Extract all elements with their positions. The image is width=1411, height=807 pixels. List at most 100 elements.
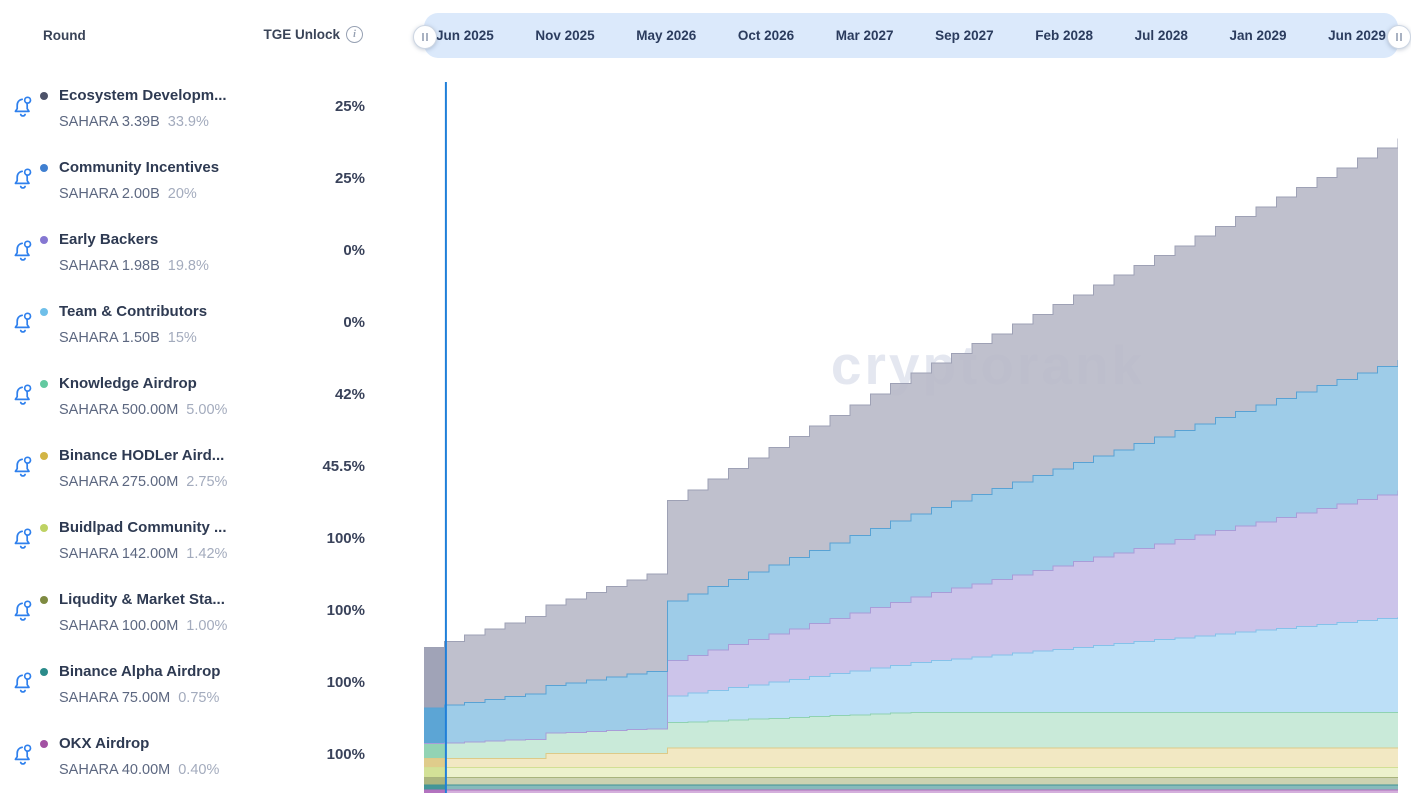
round-name: Liqudity & Market Sta... <box>59 591 225 608</box>
round-allocation: SAHARA 40.00M 0.40% <box>59 762 219 778</box>
area-liquidity-market[interactable] <box>424 777 1398 785</box>
round-title: Liqudity & Market Sta... <box>40 591 225 608</box>
notification-bell-icon <box>14 600 32 621</box>
notification-bell-icon <box>14 528 32 549</box>
round-amount: SAHARA 3.39B <box>59 114 160 130</box>
round-name: Ecosystem Developm... <box>59 87 227 104</box>
area-binance-alpha[interactable] <box>424 784 1398 791</box>
round-row[interactable]: Team & Contributors SAHARA 1.50B 15% 0% <box>0 300 420 372</box>
timeline-tick-label: Feb 2028 <box>1035 28 1094 43</box>
round-supply-percent: 20% <box>167 186 197 202</box>
round-amount: SAHARA 1.98B <box>59 258 160 274</box>
notification-bell-button[interactable] <box>12 743 34 767</box>
round-allocation: SAHARA 1.98B 19.8% <box>59 258 209 274</box>
round-color-dot <box>40 739 48 748</box>
notification-bell-icon <box>14 168 32 189</box>
notification-bell-icon <box>14 312 32 333</box>
round-amount: SAHARA 275.00M <box>59 474 179 490</box>
round-color-dot <box>40 379 48 388</box>
tge-unlock-value: 100% <box>326 602 365 619</box>
notification-bell-icon <box>14 384 32 405</box>
unlock-chart[interactable]: cryptorank <box>424 80 1398 793</box>
round-supply-percent: 15% <box>167 330 197 346</box>
round-name: Knowledge Airdrop <box>59 375 197 392</box>
round-row[interactable]: Liqudity & Market Sta... SAHARA 100.00M 1.… <box>0 588 420 660</box>
round-amount: SAHARA 142.00M <box>59 546 179 562</box>
notification-bell-icon <box>14 672 32 693</box>
round-title: Early Backers <box>40 231 158 248</box>
stacked-unlock-area-chart[interactable] <box>424 80 1398 793</box>
notification-bell-icon <box>14 744 32 765</box>
round-title: OKX Airdrop <box>40 735 149 752</box>
notification-bell-button[interactable] <box>12 95 34 119</box>
round-allocation: SAHARA 142.00M 1.42% <box>59 546 227 562</box>
round-row[interactable]: Binance HODLer Aird... SAHARA 275.00M 2.75… <box>0 444 420 516</box>
notification-bell-button[interactable] <box>12 527 34 551</box>
boundary-community-incentives <box>424 360 1398 709</box>
round-row[interactable]: Binance Alpha Airdrop SAHARA 75.00M 0.75% 1… <box>0 660 420 732</box>
round-color-dot <box>40 91 48 100</box>
round-allocation: SAHARA 500.00M 5.00% <box>59 402 227 418</box>
notification-bell-button[interactable] <box>12 239 34 263</box>
timeline-tick-label: May 2026 <box>636 28 697 43</box>
notification-bell-icon <box>14 456 32 477</box>
round-supply-percent: 0.75% <box>178 690 220 706</box>
round-row[interactable]: Knowledge Airdrop SAHARA 500.00M 5.00% 42% <box>0 372 420 444</box>
round-title: Binance HODLer Aird... <box>40 447 224 464</box>
timeline-tick-label: Sep 2027 <box>935 28 994 43</box>
notification-bell-icon <box>14 96 32 117</box>
round-allocation: SAHARA 75.00M 0.75% <box>59 690 219 706</box>
notification-bell-button[interactable] <box>12 383 34 407</box>
round-supply-percent: 1.42% <box>186 546 228 562</box>
round-allocation: SAHARA 275.00M 2.75% <box>59 474 227 490</box>
notification-bell-button[interactable] <box>12 599 34 623</box>
round-color-dot <box>40 595 48 604</box>
notification-bell-button[interactable] <box>12 455 34 479</box>
round-allocation: SAHARA 2.00B 20% <box>59 186 197 202</box>
round-supply-percent: 0.40% <box>178 762 220 778</box>
brush-handle-right-icon[interactable] <box>1387 25 1411 49</box>
round-color-dot <box>40 451 48 460</box>
past-period-overlay <box>424 641 446 793</box>
tge-unlock-value: 100% <box>326 746 365 763</box>
round-color-dot <box>40 307 48 316</box>
round-name: Early Backers <box>59 231 159 248</box>
notification-bell-button[interactable] <box>12 311 34 335</box>
round-row[interactable]: Community Incentives SAHARA 2.00B 20% 25% <box>0 156 420 228</box>
tge-unlock-value: 0% <box>343 242 365 259</box>
boundary-ecosystem-development <box>424 138 1398 649</box>
notification-bell-icon <box>14 240 32 261</box>
round-supply-percent: 19.8% <box>167 258 209 274</box>
boundary-binance-hodler <box>424 747 1398 760</box>
round-row[interactable]: Ecosystem Developm... SAHARA 3.39B 33.9% 25… <box>0 84 420 156</box>
timeline-brush[interactable]: Jun 2025 Nov 2025 May 2026 Oct 2026 Mar 2027… <box>424 13 1398 58</box>
tge-unlock-value: 45.5% <box>322 458 365 475</box>
brush-handle-left-icon[interactable] <box>413 25 437 49</box>
round-amount: SAHARA 500.00M <box>59 402 179 418</box>
tge-unlock-label: TGE Unlock <box>263 27 340 42</box>
round-title: Ecosystem Developm... <box>40 87 227 104</box>
tge-unlock-value: 0% <box>343 314 365 331</box>
round-color-dot <box>40 523 48 532</box>
round-title: Community Incentives <box>40 159 219 176</box>
info-icon[interactable]: i <box>346 26 363 43</box>
area-buidlpad[interactable] <box>424 767 1398 778</box>
notification-bell-button[interactable] <box>12 167 34 191</box>
area-okx-airdrop[interactable] <box>424 790 1398 793</box>
timeline-tick-label: Nov 2025 <box>535 28 595 43</box>
tge-unlock-value: 42% <box>334 386 365 403</box>
round-row[interactable]: Buidlpad Community ... SAHARA 142.00M 1.42… <box>0 516 420 588</box>
round-row[interactable]: OKX Airdrop SAHARA 40.00M 0.40% 100% <box>0 732 420 804</box>
notification-bell-button[interactable] <box>12 671 34 695</box>
round-allocation: SAHARA 3.39B 33.9% <box>59 114 209 130</box>
round-supply-percent: 1.00% <box>186 618 228 634</box>
round-title: Team & Contributors <box>40 303 207 320</box>
tge-unlock-value: 25% <box>334 98 365 115</box>
tge-unlock-value: 25% <box>334 170 365 187</box>
tge-unlock-value: 100% <box>326 674 365 691</box>
round-color-dot <box>40 163 48 172</box>
timeline-tick-label: Jun 2029 <box>1328 28 1386 43</box>
round-row[interactable]: Early Backers SAHARA 1.98B 19.8% 0% <box>0 228 420 300</box>
round-color-dot <box>40 235 48 244</box>
